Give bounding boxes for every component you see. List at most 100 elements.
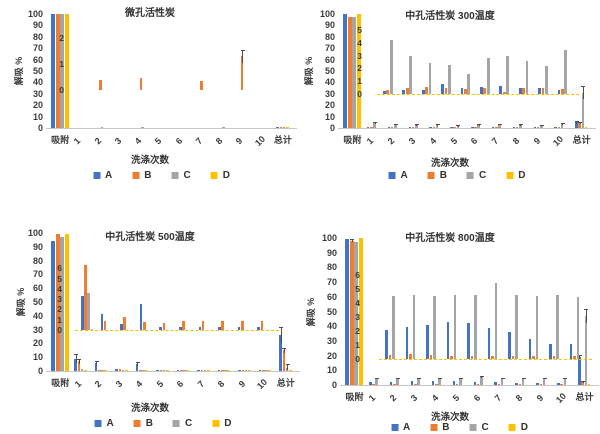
bar-B <box>434 384 438 385</box>
bar-C <box>224 370 227 371</box>
legend-label: A <box>106 418 114 429</box>
bar-B <box>495 127 498 128</box>
y-tick-label: 100 <box>27 9 43 19</box>
inset-bar-C <box>428 63 432 94</box>
bar-B <box>98 369 101 371</box>
inset-bar-A <box>139 304 143 330</box>
inset-bar-C <box>453 294 457 359</box>
bar-B <box>221 370 224 371</box>
error-bar <box>579 121 581 124</box>
bar-A <box>578 357 581 385</box>
bar-B <box>411 127 415 128</box>
error-bar <box>582 85 584 100</box>
x-tick-label: 7 <box>195 378 207 390</box>
error-bar-cap <box>77 358 82 360</box>
bar-D <box>186 370 190 371</box>
legend-item-B: B <box>430 422 450 433</box>
bar-C <box>581 92 585 128</box>
inset-bar-A <box>528 339 532 359</box>
error-bar-cap <box>417 377 421 379</box>
bar-B <box>180 370 183 371</box>
bar-D <box>288 370 292 371</box>
legend-swatch-B <box>133 420 141 427</box>
bar-B <box>372 384 375 385</box>
chart-title: 微孔活性炭 <box>125 8 175 19</box>
bar-C <box>519 125 522 128</box>
legend-item-D: D <box>508 422 528 433</box>
legend: A B C D <box>94 418 252 429</box>
bar-B <box>560 384 564 385</box>
bar-C <box>563 378 567 385</box>
inset-baseline-dashed <box>75 330 279 331</box>
error-bar-cap <box>584 308 589 310</box>
error-bar <box>576 120 578 124</box>
inset-y-tick-label: 2 <box>57 304 62 315</box>
inset-bar-A <box>218 327 221 330</box>
inset-y-tick-label: 3 <box>355 312 360 322</box>
inset-y-tick-label: 1 <box>59 59 64 69</box>
x-tick-label: 2 <box>92 135 103 147</box>
x-tick-label: 10 <box>553 390 568 406</box>
x-tick-label: 10 <box>255 376 270 392</box>
inset-bar-C <box>87 292 90 330</box>
bar-B <box>518 384 522 385</box>
error-bar-cap <box>94 361 99 363</box>
inset-bar-B <box>450 355 453 359</box>
bar-B <box>390 127 394 128</box>
bar-B <box>159 370 163 371</box>
error-bar-cap <box>521 377 526 379</box>
error-bar <box>78 358 80 365</box>
y-tick-label: 20 <box>32 338 43 349</box>
bar-B <box>55 234 60 371</box>
inset-bar-A <box>120 323 123 330</box>
bar-A <box>408 127 412 128</box>
inset-bar-A <box>405 326 409 359</box>
legend-swatch-D <box>508 424 516 431</box>
y-tick-label: 80 <box>324 31 335 42</box>
error-bar <box>351 239 353 243</box>
bar-A <box>50 14 55 128</box>
x-tick-label: 3 <box>408 392 420 404</box>
legend-swatch-A <box>388 172 396 179</box>
inset-bar-B <box>429 354 433 359</box>
inset-bar-A <box>237 327 241 330</box>
bar-B <box>279 127 283 128</box>
y-tick-label: 100 <box>321 233 337 243</box>
inset-y-tick-label: 6 <box>57 263 62 274</box>
inset-bar-A <box>81 296 84 330</box>
legend-swatch-C <box>171 172 179 179</box>
y-tick-label: 30 <box>324 88 335 99</box>
x-tick-label: 6 <box>174 378 186 390</box>
bar-A <box>94 363 98 371</box>
inset-bar-B <box>182 320 185 330</box>
inset-bar-B <box>522 87 525 94</box>
x-tick-label: 10 <box>550 133 565 149</box>
inset-y-tick-label: 5 <box>57 273 62 284</box>
legend-label: D <box>520 422 528 433</box>
inset-bar-A <box>538 87 541 94</box>
inset-y-tick-label: 5 <box>357 25 362 35</box>
x-tick-label: 总计 <box>276 378 295 388</box>
bar-D <box>357 14 362 128</box>
inset-bar-C <box>525 60 529 94</box>
bar-A <box>238 370 241 371</box>
legend-label: A <box>105 170 113 181</box>
inset-bar-B <box>511 355 515 359</box>
error-bar <box>137 362 139 367</box>
y-tick-label: 100 <box>27 228 43 238</box>
error-bar-cap <box>581 85 586 87</box>
y-tick-label: 50 <box>32 297 43 307</box>
bar-B <box>515 127 519 128</box>
bar-C <box>60 14 65 128</box>
error-bar-cap <box>285 364 290 366</box>
inset-y-tick-label: 1 <box>57 314 62 325</box>
bar-A <box>343 14 348 128</box>
inset-y-tick-label: 0 <box>57 325 62 335</box>
inset-bar-B <box>561 88 564 94</box>
chart-mesopore-300: 中孔活性炭 300温度 解吸 % 0 10 20 30 40 50 60 70 80 90 100 吸附 1… <box>300 0 600 217</box>
y-tick-label: 40 <box>32 310 43 321</box>
inset-y-tick-label: 0 <box>59 85 64 95</box>
bar-A <box>554 127 557 128</box>
inset-y-tick-label: 4 <box>357 37 362 48</box>
x-tick-label: 3 <box>406 135 418 147</box>
